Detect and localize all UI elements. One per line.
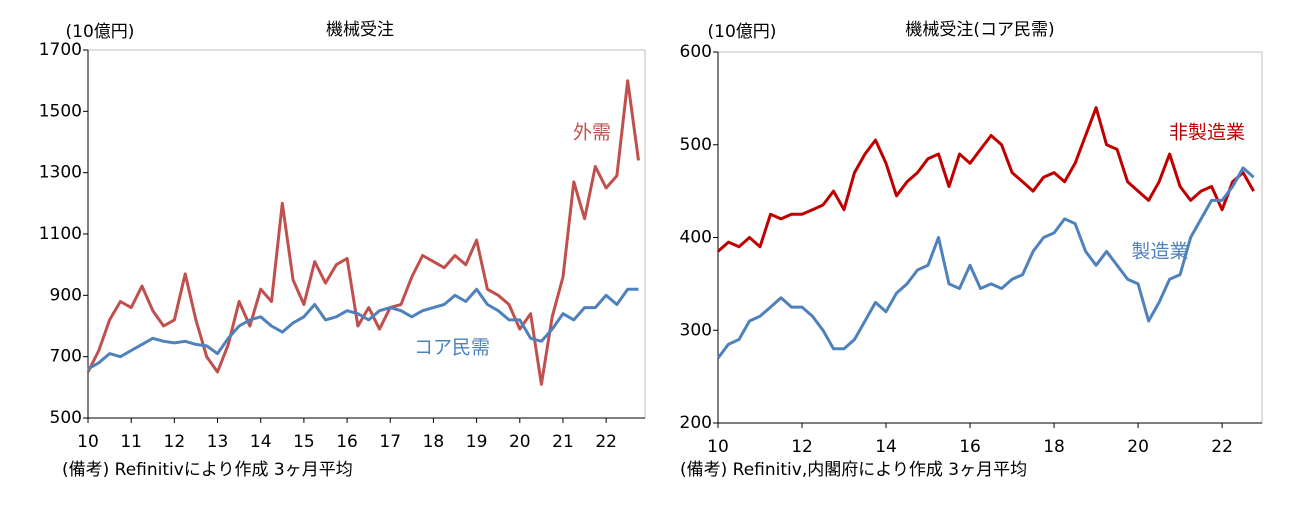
series-label: 非製造業 <box>1169 122 1245 144</box>
note: (備考) Refinitivにより作成 3ヶ月平均 <box>62 460 353 480</box>
y-tick-label: 500 <box>680 135 712 155</box>
y-tick-label: 1300 <box>39 163 82 183</box>
x-tick-label: 18 <box>1043 437 1065 457</box>
series-line <box>716 166 1255 360</box>
series-line <box>717 106 1255 253</box>
y-tick-label: 300 <box>680 320 712 340</box>
y-tick-label: 700 <box>50 347 82 367</box>
series-line <box>87 287 639 371</box>
series-label: 外需 <box>573 122 611 144</box>
x-tick-label: 14 <box>875 437 897 457</box>
x-tick-label: 20 <box>509 432 531 452</box>
x-tick-label: 13 <box>207 432 229 452</box>
y-tick-label: 200 <box>680 413 712 433</box>
x-tick-label: 18 <box>423 432 445 452</box>
x-tick-label: 12 <box>791 437 813 457</box>
x-tick-label: 15 <box>293 432 315 452</box>
plot-frame <box>717 51 1263 424</box>
y-tick-label: 1700 <box>39 40 82 60</box>
x-tick-label: 16 <box>336 432 358 452</box>
y-tick-label: 500 <box>50 408 82 428</box>
x-tick-label: 11 <box>120 432 142 452</box>
series-label: 製造業 <box>1131 241 1188 263</box>
note: (備考) Refinitiv,内閣府により作成 3ヶ月平均 <box>680 460 1027 480</box>
y-tick-label: 600 <box>680 42 712 62</box>
x-tick-label: 16 <box>959 437 981 457</box>
unit-label: (10億円) <box>708 22 777 42</box>
x-tick-label: 14 <box>250 432 272 452</box>
x-tick-label: 17 <box>379 432 401 452</box>
x-tick-label: 10 <box>77 432 99 452</box>
x-tick-label: 10 <box>707 437 729 457</box>
x-tick-label: 12 <box>164 432 186 452</box>
unit-label: (10億円) <box>66 22 135 42</box>
series-line <box>86 79 640 386</box>
y-tick-label: 1500 <box>39 101 82 121</box>
chart-title: 機械受注(コア民需) <box>905 20 1054 40</box>
y-tick-label: 1100 <box>39 224 82 244</box>
x-tick-label: 22 <box>1211 437 1233 457</box>
x-tick-label: 19 <box>466 432 488 452</box>
chart-title: 機械受注 <box>326 20 394 40</box>
x-tick-label: 21 <box>552 432 574 452</box>
y-tick-label: 900 <box>50 285 82 305</box>
series-label: コア民需 <box>414 337 490 359</box>
y-tick-label: 400 <box>680 228 712 248</box>
x-tick-label: 22 <box>595 432 617 452</box>
x-tick-label: 20 <box>1127 437 1149 457</box>
plot-frame <box>87 49 646 419</box>
